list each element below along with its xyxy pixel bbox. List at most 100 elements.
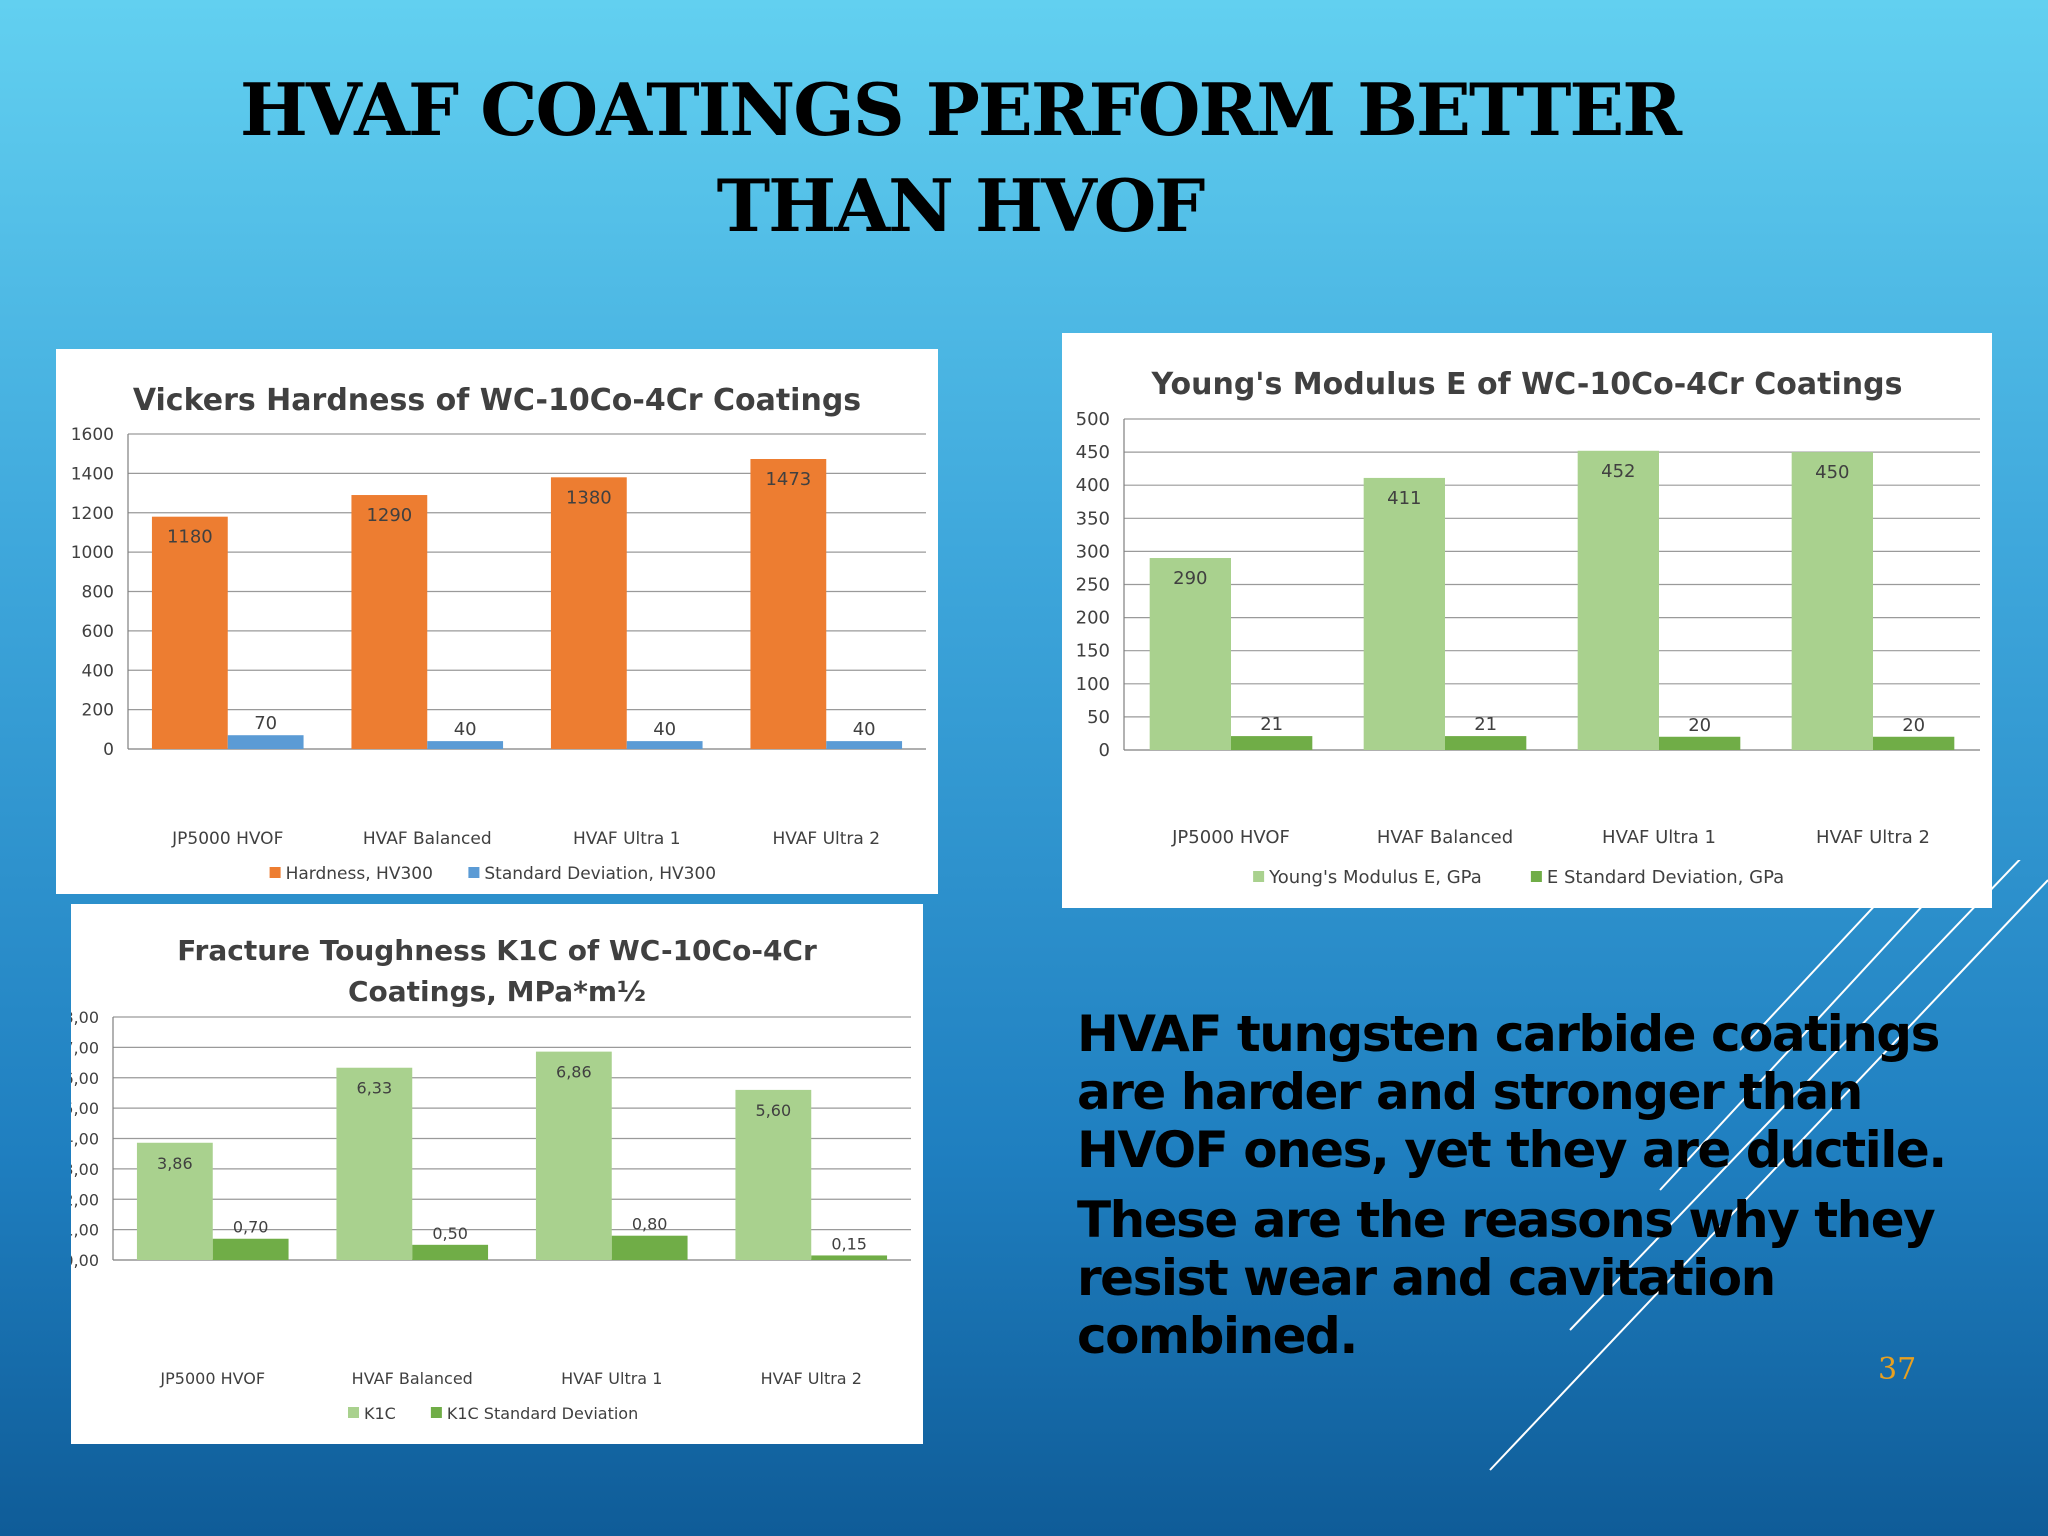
data-label: 21 [1260, 714, 1283, 735]
data-label: 20 [1688, 715, 1711, 736]
bar [1659, 736, 1741, 750]
category-label: HVAF Ultra 2 [772, 829, 880, 849]
chart-title: Coatings, MPa*m½ [348, 975, 646, 1008]
y-tick-label: 150 [1076, 641, 1110, 662]
bar [227, 735, 304, 749]
bar [1791, 452, 1873, 750]
slide-title-line-1: HVAF COATINGS PERFORM BETTER [239, 67, 1682, 152]
data-label: 1180 [167, 527, 213, 548]
data-label: 450 [1815, 462, 1849, 483]
data-label: 40 [853, 719, 876, 740]
data-label: 70 [254, 713, 277, 734]
bar [626, 741, 703, 749]
data-label: 1380 [566, 487, 612, 508]
page-number: 37 [1878, 1352, 1917, 1387]
bar [1363, 477, 1445, 750]
y-tick-label: 500 [1076, 409, 1110, 430]
modulus-chart-panel: Young's Modulus E of WC-10Co-4Cr Coating… [1062, 333, 1992, 908]
slide-title-line-2: THAN HVOF [716, 163, 1206, 248]
category-label: HVAF Ultra 2 [1816, 827, 1930, 848]
category-label: HVAF Balanced [1377, 827, 1513, 848]
y-tick-label: 6,00 [71, 1069, 99, 1088]
y-tick-label: 8,00 [71, 1008, 99, 1027]
bar [550, 477, 627, 749]
data-label: 1473 [765, 469, 811, 490]
modulus-chart: Young's Modulus E of WC-10Co-4Cr Coating… [1076, 367, 1980, 888]
slide-title: HVAF COATINGS PERFORM BETTER THAN HVOF [180, 62, 1740, 254]
legend-swatch [348, 1407, 359, 1418]
data-label: 0,15 [831, 1234, 867, 1253]
bar [336, 1067, 413, 1260]
data-label: 290 [1173, 568, 1207, 589]
bar [1873, 736, 1955, 750]
data-label: 21 [1474, 714, 1497, 735]
category-label: HVAF Ultra 2 [761, 1369, 862, 1388]
bar [611, 1235, 688, 1260]
y-tick-label: 0,00 [71, 1251, 99, 1270]
bar [535, 1051, 612, 1260]
chart-title: Fracture Toughness K1C of WC-10Co-4Cr [177, 934, 817, 967]
legend-label: K1C Standard Deviation [447, 1404, 638, 1423]
body-text: HVAF tungsten carbide coatings are harde… [1077, 1005, 1977, 1377]
y-tick-label: 7,00 [71, 1038, 99, 1057]
y-tick-label: 400 [82, 661, 114, 681]
y-tick-label: 1200 [71, 504, 114, 524]
y-tick-label: 200 [82, 701, 114, 721]
hardness-chart-panel: Vickers Hardness of WC-10Co-4Cr Coatings… [56, 349, 938, 894]
legend-swatch [269, 867, 281, 878]
y-tick-label: 2,00 [71, 1190, 99, 1209]
bar [750, 459, 827, 749]
data-label: 40 [454, 719, 477, 740]
y-tick-label: 100 [1076, 674, 1110, 695]
legend-swatch [468, 867, 480, 878]
bar [1445, 736, 1527, 750]
category-label: JP5000 HVOF [171, 829, 283, 849]
y-tick-label: 1600 [71, 425, 114, 445]
data-label: 0,80 [632, 1215, 668, 1234]
bar [811, 1255, 888, 1260]
bar [412, 1244, 489, 1260]
data-label: 0,50 [432, 1224, 468, 1243]
legend-label: Hardness, HV300 [286, 864, 433, 884]
toughness-chart: Fracture Toughness K1C of WC-10Co-4Cr Coa… [71, 934, 911, 1423]
bar [151, 516, 228, 749]
y-tick-label: 350 [1076, 508, 1110, 529]
y-tick-label: 400 [1076, 475, 1110, 496]
data-label: 20 [1902, 715, 1925, 736]
data-label: 0,70 [233, 1218, 269, 1237]
y-tick-label: 0 [103, 740, 114, 760]
y-tick-label: 200 [1076, 608, 1110, 629]
bar [212, 1238, 289, 1260]
decorative-diagonal-lines [1489, 860, 2048, 1471]
category-label: HVAF Ultra 1 [573, 829, 681, 849]
data-label: 6,86 [556, 1063, 592, 1082]
body-paragraph-1: HVAF tungsten carbide coatings are harde… [1077, 1005, 1947, 1179]
category-label: HVAF Ultra 1 [561, 1369, 662, 1388]
bar [351, 495, 428, 749]
category-label: HVAF Ultra 1 [1602, 827, 1716, 848]
bar [1149, 558, 1231, 750]
body-paragraph-2: These are the reasons why they resist we… [1077, 1191, 1936, 1365]
data-label: 1290 [366, 505, 412, 526]
toughness-chart-panel: Fracture Toughness K1C of WC-10Co-4Cr Coa… [71, 904, 923, 1444]
legend-label: K1C [364, 1404, 396, 1423]
y-tick-label: 1,00 [71, 1221, 99, 1240]
y-tick-label: 300 [1076, 541, 1110, 562]
category-label: JP5000 HVOF [1171, 827, 1290, 848]
y-tick-label: 1400 [71, 464, 114, 484]
y-tick-label: 5,00 [71, 1099, 99, 1118]
legend-swatch [1253, 871, 1265, 882]
data-label: 3,86 [157, 1154, 193, 1173]
y-tick-label: 4,00 [71, 1130, 99, 1149]
bar [1577, 450, 1659, 750]
y-tick-label: 250 [1076, 575, 1110, 596]
legend-swatch [1530, 871, 1542, 882]
y-tick-label: 800 [82, 583, 114, 603]
data-label: 40 [653, 719, 676, 740]
legend-label: Young's Modulus E, GPa [1268, 867, 1482, 888]
bar [427, 741, 504, 749]
data-label: 6,33 [357, 1079, 393, 1098]
category-label: JP5000 HVOF [159, 1369, 265, 1388]
data-label: 452 [1601, 461, 1635, 482]
category-label: HVAF Balanced [352, 1369, 473, 1388]
